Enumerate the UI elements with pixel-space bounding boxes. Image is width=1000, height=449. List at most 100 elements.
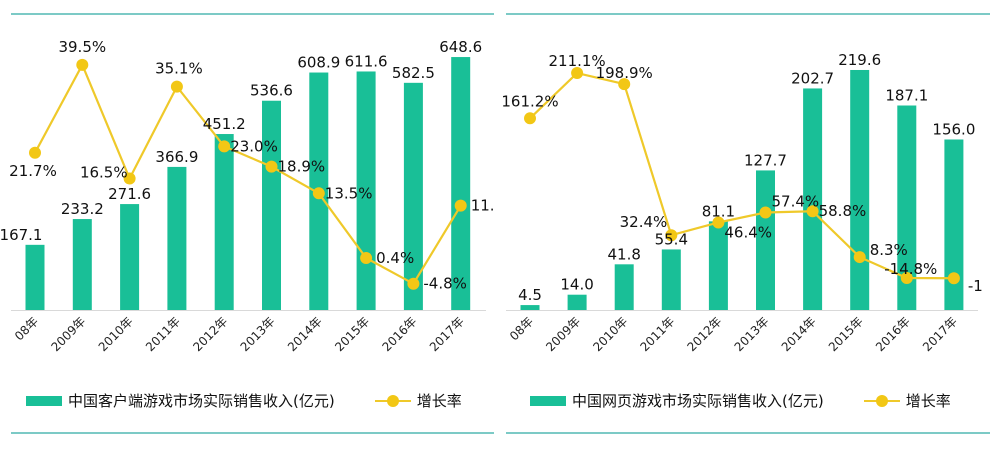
bar-2016年 [403, 82, 423, 310]
growth-rate-point-2014年 [806, 205, 819, 218]
top-divider [11, 13, 494, 15]
growth-rate-label: 39.5% [58, 38, 106, 56]
bar-2017年 [944, 139, 964, 310]
x-tick-label: 08年 [507, 314, 536, 343]
bar-value-label: 127.7 [744, 151, 787, 169]
growth-rate-label: 58.8% [819, 202, 867, 220]
growth-rate-label: 211.1% [548, 52, 605, 70]
bar-2008年 [520, 305, 540, 310]
bar-2014年 [803, 88, 823, 310]
bar-value-label: 55.4 [655, 230, 688, 248]
x-tick-label: 2011年 [143, 314, 183, 354]
bar-2017年 [451, 57, 471, 310]
x-tick-label: 2016年 [380, 314, 420, 354]
bar-2015年 [850, 69, 870, 310]
x-tick-label: 2012年 [190, 314, 230, 354]
chart-legend: 中国网页游戏市场实际销售收入(亿元) 增长率 [530, 390, 951, 411]
bar-2009年 [567, 294, 587, 310]
legend-line-marker-icon [374, 394, 411, 407]
legend-line-label: 增长率 [905, 392, 951, 410]
growth-rate-label: -1 [968, 277, 983, 295]
legend-bar-swatch [26, 395, 62, 406]
bar-value-label: 187.1 [885, 86, 928, 104]
growth-rate-point-2008年 [29, 146, 41, 159]
web-game-chart: 4.5 14.0 41.8 55.4 81.1 127.7 202.7219.6187.11… [501, 51, 983, 354]
x-tick-label: 2017年 [920, 314, 960, 354]
growth-rate-point-2011年 [170, 80, 183, 93]
bar-value-label: 202.7 [791, 69, 834, 87]
growth-rate-point-2010年 [618, 78, 631, 91]
growth-rate-point-2009年 [76, 58, 89, 71]
legend-line-marker-icon [863, 394, 900, 407]
bar-value-label: 271.6 [108, 185, 151, 203]
growth-rate-label: 18.9% [278, 158, 326, 176]
bar-value-label: 156.0 [932, 120, 975, 138]
growth-rate-line [34, 62, 462, 286]
bar-2008年 [25, 244, 45, 310]
growth-rate-point-2013年 [759, 206, 772, 219]
growth-rate-point-2009年 [571, 67, 584, 80]
legend-bar-label: 中国网页游戏市场实际销售收入(亿元) [572, 392, 824, 410]
growth-rate-label: 35.1% [155, 60, 203, 78]
bar-value-label: 648.6 [439, 38, 482, 56]
bar-value-label: 41.8 [607, 245, 640, 263]
growth-rate-label: 0.4% [376, 249, 414, 267]
legend-bar-label: 中国客户端游戏市场实际销售收入(亿元) [68, 392, 335, 410]
bar-value-label: 582.5 [392, 64, 435, 82]
web-game-chart-panel: 4.5 14.0 41.8 55.4 81.1 127.7 202.7 219.6 187.1 1… [500, 0, 1000, 449]
growth-rate-label: 46.4% [724, 223, 772, 241]
growth-rate-label: -14.8% [884, 260, 937, 278]
growth-rate-point-2012年 [712, 216, 725, 229]
bar-value-label: 536.6 [250, 82, 293, 100]
bar-2009年 [72, 219, 92, 310]
growth-rate-point-2016年 [900, 272, 913, 285]
bottom-divider [506, 432, 990, 434]
x-tick-label: 2017年 [427, 314, 467, 354]
growth-rate-label: 57.4% [772, 193, 820, 211]
bar-2012年 [214, 134, 234, 310]
top-divider [506, 13, 990, 15]
growth-rate-label: 8.3% [870, 241, 908, 259]
growth-rate-point-2017年 [947, 272, 960, 285]
bar-value-label: 4.5 [518, 286, 542, 304]
bar-2013年 [756, 170, 775, 310]
growth-rate-label: 23.0% [230, 137, 278, 155]
growth-rate-label: 16.5% [80, 163, 128, 181]
growth-rate-label: 32.4% [620, 213, 668, 231]
growth-rate-line [529, 71, 954, 280]
growth-rate-label: 13.5% [325, 184, 373, 202]
bar-2012年 [708, 221, 728, 310]
bar-value-label: 14.0 [560, 276, 593, 294]
growth-rate-point-2016年 [407, 277, 420, 290]
bar-2011年 [167, 166, 187, 310]
bar-2013年 [262, 100, 281, 310]
bar-2010年 [120, 204, 140, 310]
legend-line-label: 增长率 [416, 392, 462, 410]
x-tick-label: 2015年 [332, 314, 372, 354]
x-tick-label: 2016年 [873, 314, 913, 354]
x-tick-label: 2012年 [685, 314, 725, 354]
bar-value-label: 81.1 [702, 202, 735, 220]
growth-rate-label: -4.8% [423, 275, 467, 293]
bar-value-label: 608.9 [297, 54, 340, 72]
bar-2016年 [897, 105, 917, 311]
x-tick-label: 2009年 [543, 314, 583, 354]
growth-rate-point-2012年 [218, 140, 231, 153]
bar-value-label: 451.2 [203, 115, 246, 133]
x-tick-label: 2010年 [590, 314, 630, 354]
growth-rate-point-2013年 [265, 160, 278, 173]
bar-value-label: 219.6 [838, 51, 881, 69]
legend-bar-swatch [530, 395, 566, 406]
chart-legend: 中国客户端游戏市场实际销售收入(亿元) 增长率 [26, 390, 462, 411]
x-tick-label: 2015年 [826, 314, 866, 354]
growth-rate-point-2015年 [853, 251, 866, 264]
x-tick-label: 2013年 [238, 314, 278, 354]
x-tick-label: 08年 [12, 314, 41, 343]
growth-rate-label: 21.7% [9, 162, 57, 180]
growth-rate-label: 11. [471, 197, 495, 215]
growth-rate-point-2011年 [665, 229, 678, 242]
growth-rate-point-2010年 [123, 172, 136, 185]
growth-rate-point-2017年 [454, 199, 467, 212]
bar-value-label: 167.1 [0, 226, 42, 244]
